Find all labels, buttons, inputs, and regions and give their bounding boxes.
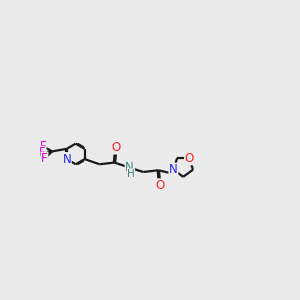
Text: O: O — [155, 179, 164, 192]
Text: N: N — [169, 163, 178, 176]
Text: F: F — [39, 146, 45, 159]
Text: F: F — [41, 152, 48, 165]
Text: N: N — [62, 153, 71, 166]
Text: H: H — [127, 169, 135, 178]
Text: N: N — [125, 161, 134, 174]
Text: O: O — [111, 141, 121, 154]
Text: F: F — [39, 140, 46, 153]
Text: O: O — [184, 152, 194, 165]
